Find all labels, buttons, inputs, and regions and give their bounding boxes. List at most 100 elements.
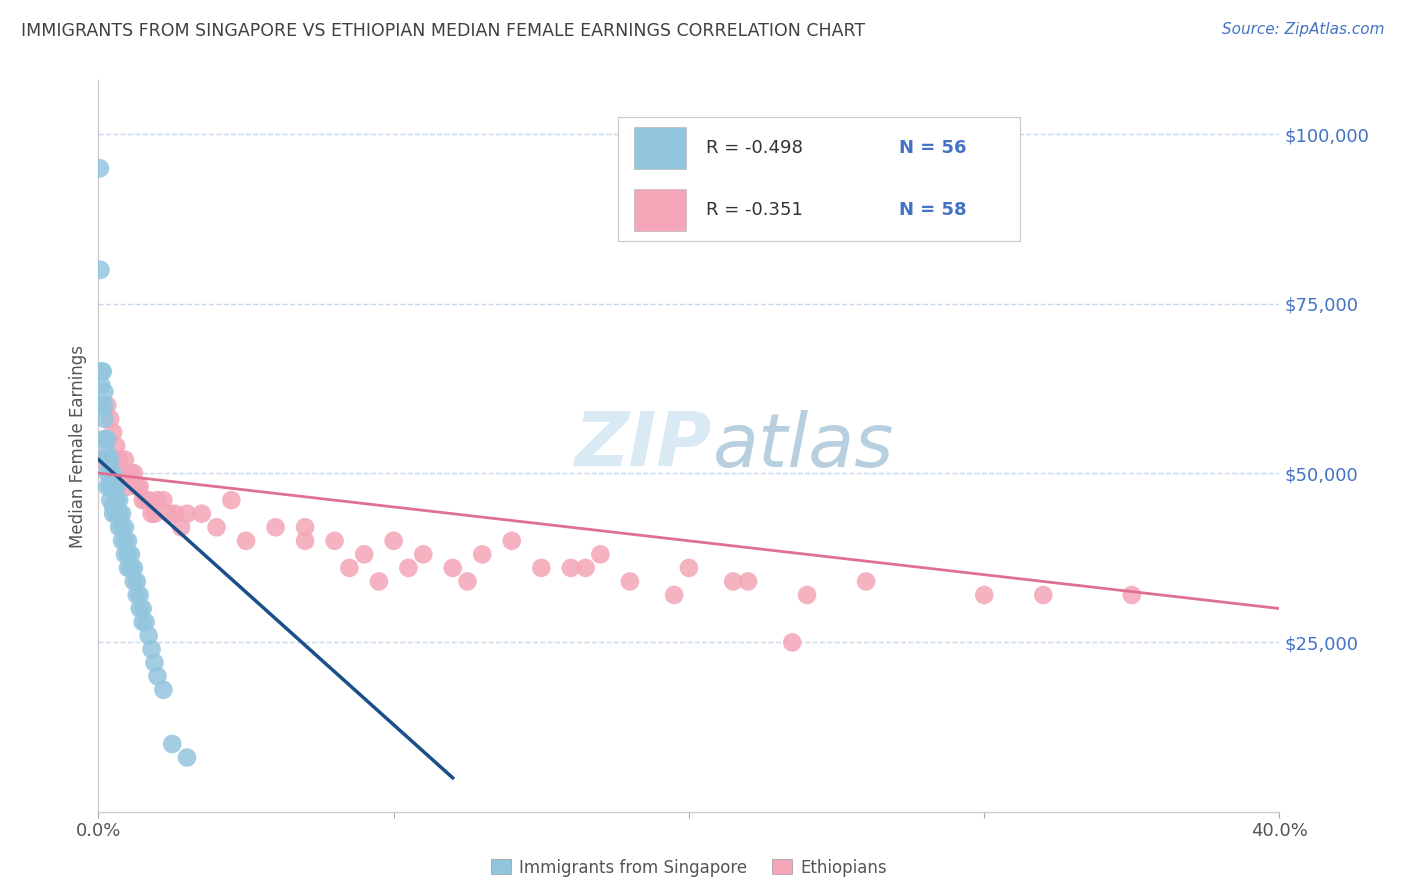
Point	[382, 533, 405, 548]
Point	[90, 398, 112, 412]
Text: IMMIGRANTS FROM SINGAPORE VS ETHIOPIAN MEDIAN FEMALE EARNINGS CORRELATION CHART: IMMIGRANTS FROM SINGAPORE VS ETHIOPIAN M…	[21, 22, 865, 40]
Point	[90, 378, 112, 392]
Point	[114, 452, 136, 467]
Point	[1121, 588, 1143, 602]
Point	[441, 561, 464, 575]
Point	[530, 561, 553, 575]
Point	[125, 588, 148, 602]
Point	[141, 507, 163, 521]
Point	[152, 493, 174, 508]
Point	[103, 466, 125, 480]
Point	[176, 750, 198, 764]
Point	[93, 384, 115, 399]
Point	[973, 588, 995, 602]
Point	[96, 480, 118, 494]
Point	[128, 480, 150, 494]
Point	[125, 480, 148, 494]
Point	[105, 507, 128, 521]
Point	[98, 466, 121, 480]
Text: Source: ZipAtlas.com: Source: ZipAtlas.com	[1222, 22, 1385, 37]
Point	[132, 601, 155, 615]
Point	[152, 682, 174, 697]
Point	[93, 432, 115, 446]
Point	[471, 547, 494, 561]
Point	[96, 398, 118, 412]
Point	[138, 493, 160, 508]
Point	[146, 669, 169, 683]
Point	[135, 615, 157, 629]
Point	[501, 533, 523, 548]
Point	[339, 561, 361, 575]
Point	[98, 412, 121, 426]
Point	[221, 493, 243, 508]
Point	[664, 588, 686, 602]
Point	[117, 480, 139, 494]
Point	[457, 574, 479, 589]
Point	[323, 533, 346, 548]
Point	[122, 561, 145, 575]
Point	[235, 533, 257, 548]
Point	[120, 547, 142, 561]
Point	[91, 364, 114, 378]
Point	[143, 656, 166, 670]
Point	[132, 615, 155, 629]
Point	[398, 561, 420, 575]
Point	[723, 574, 745, 589]
Point	[132, 493, 155, 508]
Point	[96, 432, 118, 446]
Point	[93, 398, 115, 412]
Point	[170, 520, 193, 534]
Point	[855, 574, 877, 589]
Point	[114, 547, 136, 561]
Point	[353, 547, 375, 561]
Point	[93, 412, 115, 426]
Point	[96, 466, 118, 480]
Point	[111, 520, 134, 534]
Point	[98, 480, 121, 494]
Point	[105, 480, 128, 494]
Point	[737, 574, 759, 589]
Point	[120, 466, 142, 480]
Point	[111, 507, 134, 521]
Point	[108, 507, 131, 521]
Point	[368, 574, 391, 589]
Point	[89, 161, 111, 176]
Legend: Immigrants from Singapore, Ethiopians: Immigrants from Singapore, Ethiopians	[491, 858, 887, 877]
Point	[589, 547, 612, 561]
Point	[412, 547, 434, 561]
Point	[108, 520, 131, 534]
Point	[141, 642, 163, 657]
Point	[575, 561, 598, 575]
Point	[191, 507, 214, 521]
Y-axis label: Median Female Earnings: Median Female Earnings	[69, 344, 87, 548]
Point	[1032, 588, 1054, 602]
Point	[162, 737, 183, 751]
Point	[128, 601, 150, 615]
Point	[105, 493, 128, 508]
Point	[294, 533, 316, 548]
Point	[117, 547, 139, 561]
Point	[678, 561, 700, 575]
Point	[103, 507, 125, 521]
Point	[111, 466, 134, 480]
Point	[176, 507, 198, 521]
Point	[111, 533, 134, 548]
Point	[117, 533, 139, 548]
Point	[122, 574, 145, 589]
Point	[108, 452, 131, 467]
Point	[294, 520, 316, 534]
Point	[98, 493, 121, 508]
Point	[105, 439, 128, 453]
Point	[90, 364, 112, 378]
Point	[90, 452, 112, 467]
Point	[122, 466, 145, 480]
Point	[796, 588, 818, 602]
Point	[619, 574, 641, 589]
Point	[128, 588, 150, 602]
Text: atlas: atlas	[713, 410, 894, 482]
Point	[117, 561, 139, 575]
Point	[93, 432, 115, 446]
Point	[157, 507, 180, 521]
Point	[143, 507, 166, 521]
Point	[114, 533, 136, 548]
